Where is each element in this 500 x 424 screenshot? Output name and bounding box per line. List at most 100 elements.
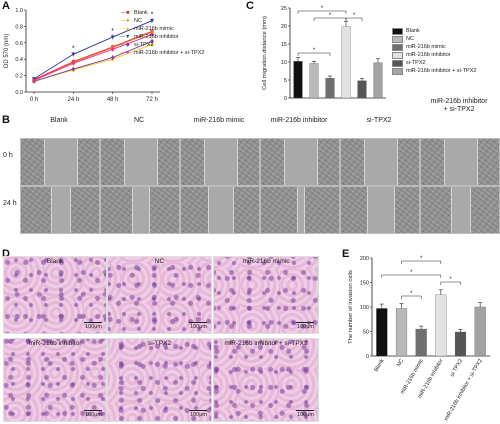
chart-c-legend-label: si-TPX2 [406, 60, 426, 66]
chart-a-point [71, 67, 76, 72]
chart-a-xtick-label: 0 h [30, 97, 38, 103]
wound-image [100, 138, 180, 186]
chart-a-point [32, 78, 36, 83]
chart-c-legend-item: miR-216b inhibitor [392, 51, 476, 59]
scale-label: 100μm [85, 412, 102, 418]
chart-c-bar [341, 26, 351, 99]
chart-a-legend-item: —■ Blank [118, 9, 204, 17]
chart-a-ytick-label: 0.6 [15, 41, 23, 47]
chart-c-sig-star: * [329, 13, 332, 19]
wound-image [180, 186, 260, 234]
transwell-image-label: miR-216b inhibitor + si-TPX2 [224, 340, 308, 347]
chart-c-bar [357, 80, 367, 99]
chart-c-sig-bracket [297, 10, 347, 14]
wound-image [20, 138, 100, 186]
chart-c-legend-item: miR-216b mimic [392, 43, 476, 51]
chart-a-legend-label: si-TPX2 [134, 42, 154, 48]
chart-e-svg: 0 50 100 150 200 The number of invasion cells… [348, 256, 490, 422]
panel-letter-d: D [2, 248, 10, 260]
wound-gap [123, 139, 159, 185]
chart-a-svg: 0.0 0.2 0.4 0.6 0.8 1.0 0 h 24 h 48 h 72 h OD 570 … [4, 8, 160, 103]
chart-a-point [110, 55, 115, 60]
chart-a-legend: —■ Blank —● NC —▲ miR-216b mimic —▼ miR-216b in… [118, 9, 205, 57]
chart-a-series-line [33, 30, 153, 81]
chart-c-legend-swatch [392, 59, 403, 67]
scale-label: 100μm [297, 412, 314, 418]
chart-c-sig-star: * [313, 48, 316, 54]
chart-e-sig-bracket [401, 260, 442, 264]
chart-c-bar [293, 61, 303, 99]
wound-image [180, 138, 260, 186]
chart-c-sig-bracket [297, 52, 331, 56]
chart-a-sig-star: * [151, 12, 154, 19]
chart-a-legend-item: —◆ si-TPX2 [118, 41, 204, 49]
chart-a-series-line [33, 20, 153, 80]
wound-gap [132, 187, 150, 233]
chart-a-legend-marker: —■ [120, 10, 130, 16]
chart-c-sig-star: * [353, 13, 356, 19]
chart-e-ylabel: The number of invasion cells [348, 270, 354, 344]
wound-image [20, 186, 100, 234]
chart-a-legend-label: NC [134, 18, 142, 24]
chart-c-legend-swatch [392, 51, 403, 59]
chart-a-legend-label: Blank [134, 10, 148, 16]
scale-label: 100μm [190, 324, 207, 330]
chart-c-sig-star: * [321, 6, 324, 12]
scale-bar [189, 410, 207, 411]
wound-image [340, 186, 420, 234]
chart-c-legend-swatch [392, 43, 403, 51]
chart-e-bar [376, 308, 388, 357]
chart-e-xtick-label: Blank [373, 358, 385, 373]
wound-gap [283, 139, 319, 185]
chart-c-legend-label: miR-216b inhibitor + si-TPX2 [406, 68, 477, 74]
chart-e-xtick-label: si-TPX2 [449, 358, 464, 378]
scale-label: 100μm [297, 324, 314, 330]
chart-a-legend-marker: —▲ [119, 26, 131, 32]
chart-c-bar [373, 62, 383, 99]
transwell-image-label: NC [154, 258, 165, 265]
chart-e-bar [454, 331, 467, 357]
scale-bar [189, 322, 207, 323]
wound-image [420, 138, 500, 186]
chart-c-legend-swatch [392, 35, 403, 43]
chart-e-ytick-label: 200 [360, 256, 369, 262]
wound-image [420, 186, 500, 234]
chart-c-bar [309, 63, 319, 99]
chart-a-legend-item: —● NC [118, 17, 204, 25]
chart-c-legend-item: si-TPX2 [392, 59, 476, 67]
chart-c-legend-item: miR-216b inhibitor + si-TPX2 [392, 67, 476, 75]
chart-e-sig-bracket [401, 295, 422, 299]
scale-bar [84, 322, 102, 323]
transwell-image-label: miR-216b inhibitor [28, 340, 82, 347]
panel-letter-a: A [2, 0, 10, 12]
wound-image [100, 186, 180, 234]
chart-a-point [71, 61, 75, 65]
chart-e-sig-bracket [381, 274, 442, 278]
wound-gap [451, 187, 471, 233]
chart-e-bar [415, 328, 427, 357]
wound-column-label: si-TPX2 [366, 117, 392, 124]
chart-e-ytick-label: 50 [363, 330, 369, 336]
chart-e-bar [474, 306, 486, 357]
chart-c-legend-label: Blank [406, 28, 420, 34]
chart-a-legend-item: —▼ miR-216b inhibitor [118, 33, 204, 41]
chart-a-legend-marker: —● [120, 50, 130, 56]
chart-a-point [150, 33, 154, 37]
wound-column-label: miR-216b mimic [193, 117, 245, 124]
chart-a-point [150, 19, 154, 23]
chart-a-ytick-label: 0.0 [15, 90, 23, 96]
chart-e-sig-star: * [410, 291, 413, 297]
transwell-image-label: miR-216b mimic [242, 258, 290, 265]
chart-e-ytick-label: 150 [360, 281, 369, 287]
chart-a-point [150, 39, 154, 44]
chart-c-ytick-label: 5 [284, 78, 287, 84]
chart-c-ytick-label: 10 [281, 60, 287, 66]
wound-image [340, 138, 420, 186]
chart-e-ytick-label: 0 [366, 354, 369, 360]
chart-a-point [111, 47, 115, 51]
chart-a-xtick-label: 72 h [146, 97, 158, 103]
panel-letter-b: B [2, 114, 10, 126]
transwell-image: NC 100μm [107, 256, 212, 334]
chart-a-series-line [33, 34, 153, 81]
wound-gap [443, 139, 479, 185]
